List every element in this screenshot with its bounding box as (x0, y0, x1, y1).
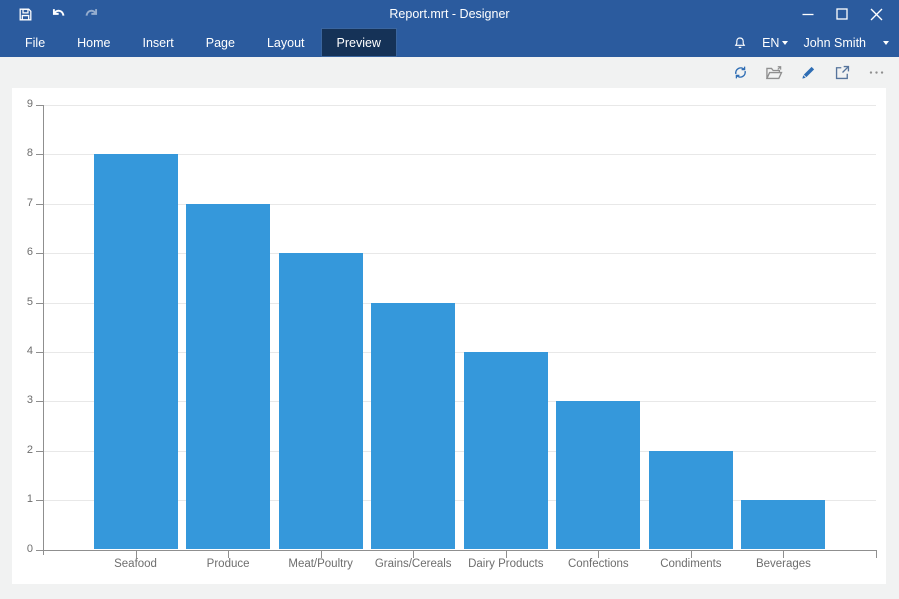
refresh-icon[interactable] (727, 61, 753, 85)
bar-meat-poultry (278, 253, 363, 550)
category-label: Grains/Cereals (374, 558, 452, 570)
close-button[interactable] (859, 0, 893, 28)
bar-condiments (648, 450, 733, 550)
save-icon[interactable] (14, 3, 36, 25)
x-axis-tick (135, 550, 137, 558)
y-axis-label: 3 (26, 394, 33, 407)
y-axis-tick (36, 154, 43, 156)
tab-insert[interactable]: Insert (142, 35, 174, 50)
user-chevron-down-icon[interactable] (883, 40, 889, 45)
bar-grains-cereals (371, 302, 456, 550)
category-label: Meat/Poultry (288, 558, 353, 570)
ribbon-right: EN John Smith (729, 28, 889, 57)
y-axis-tick (36, 253, 43, 255)
gridline (43, 203, 876, 205)
x-axis-tick (413, 550, 415, 558)
ribbon-tabs: File Home Insert Page Layout Preview (9, 28, 397, 57)
minimize-button[interactable] (791, 0, 825, 28)
x-axis-tick (320, 550, 322, 558)
gridline (43, 500, 876, 502)
category-label: Beverages (755, 558, 811, 570)
y-axis-label: 5 (26, 295, 33, 308)
gridline (43, 401, 876, 403)
bell-icon[interactable] (729, 32, 751, 54)
y-axis-label: 2 (26, 443, 33, 456)
open-in-new-icon[interactable] (829, 61, 855, 85)
maximize-button[interactable] (825, 0, 859, 28)
y-axis-tick (36, 549, 43, 551)
x-axis-line (43, 549, 877, 551)
y-axis-label: 9 (26, 98, 33, 110)
tab-file[interactable]: File (25, 35, 46, 50)
x-axis-tick (876, 550, 877, 558)
window-title: Report.mrt - Designer (389, 7, 510, 21)
language-selector[interactable]: EN (758, 36, 792, 50)
y-axis-tick (36, 351, 43, 353)
y-axis-tick (36, 500, 43, 502)
preview-toolbar (0, 57, 899, 88)
category-label: Dairy Products (468, 558, 544, 570)
open-icon[interactable] (761, 61, 787, 85)
tab-layout[interactable]: Layout (266, 35, 305, 50)
y-axis-tick (36, 105, 43, 106)
y-axis-tick (36, 450, 43, 452)
x-axis-tick (505, 550, 507, 558)
tab-page[interactable]: Page (205, 35, 235, 50)
y-axis-label: 4 (26, 344, 33, 357)
tab-preview[interactable]: Preview (320, 28, 397, 57)
category-label: Condiments (660, 558, 722, 570)
bar-beverages (741, 500, 826, 550)
y-axis-label: 6 (26, 246, 33, 259)
gridline (43, 154, 876, 156)
x-axis-tick (228, 550, 230, 558)
undo-icon[interactable] (47, 3, 69, 25)
bar-dairy-products (463, 351, 548, 550)
x-axis-tick (690, 550, 692, 558)
y-axis-tick (36, 401, 43, 403)
more-icon[interactable] (863, 61, 889, 85)
x-axis-tick (598, 550, 600, 558)
gridline (43, 302, 876, 304)
ribbon-tab-bar: File Home Insert Page Layout Preview EN John … (0, 28, 899, 57)
titlebar: Report.mrt - Designer (0, 0, 899, 28)
edit-icon[interactable] (795, 61, 821, 85)
y-axis-label: 1 (26, 493, 33, 506)
y-axis-label: 8 (26, 147, 33, 160)
y-axis-label: 7 (26, 196, 33, 209)
redo-icon[interactable] (80, 3, 102, 25)
quick-access-toolbar (0, 3, 102, 25)
category-label: Produce (206, 558, 250, 570)
y-axis-line (43, 105, 44, 555)
category-label: Seafood (114, 558, 157, 570)
chart-panel: 0 1 2 3 4 5 6 7 8 9 Seafood Produce Meat/Poultry Grai… (12, 88, 886, 584)
bar-produce (186, 203, 271, 550)
gridline (43, 253, 876, 255)
language-label: EN (762, 35, 780, 50)
window-controls (791, 0, 893, 28)
y-axis-tick (36, 203, 43, 205)
chevron-down-icon (782, 40, 789, 45)
gridline (43, 105, 876, 106)
gridline (43, 450, 876, 452)
x-axis-tick (783, 550, 785, 558)
user-name: John Smith (803, 35, 866, 50)
bar-confections (556, 401, 641, 550)
y-axis-tick (36, 302, 43, 304)
gridline (43, 351, 876, 353)
tab-home[interactable]: Home (77, 35, 111, 50)
user-menu[interactable]: John Smith (799, 36, 870, 50)
category-label: Confections (567, 558, 629, 570)
y-axis-label: 0 (26, 542, 33, 555)
bar-seafood (93, 154, 178, 550)
